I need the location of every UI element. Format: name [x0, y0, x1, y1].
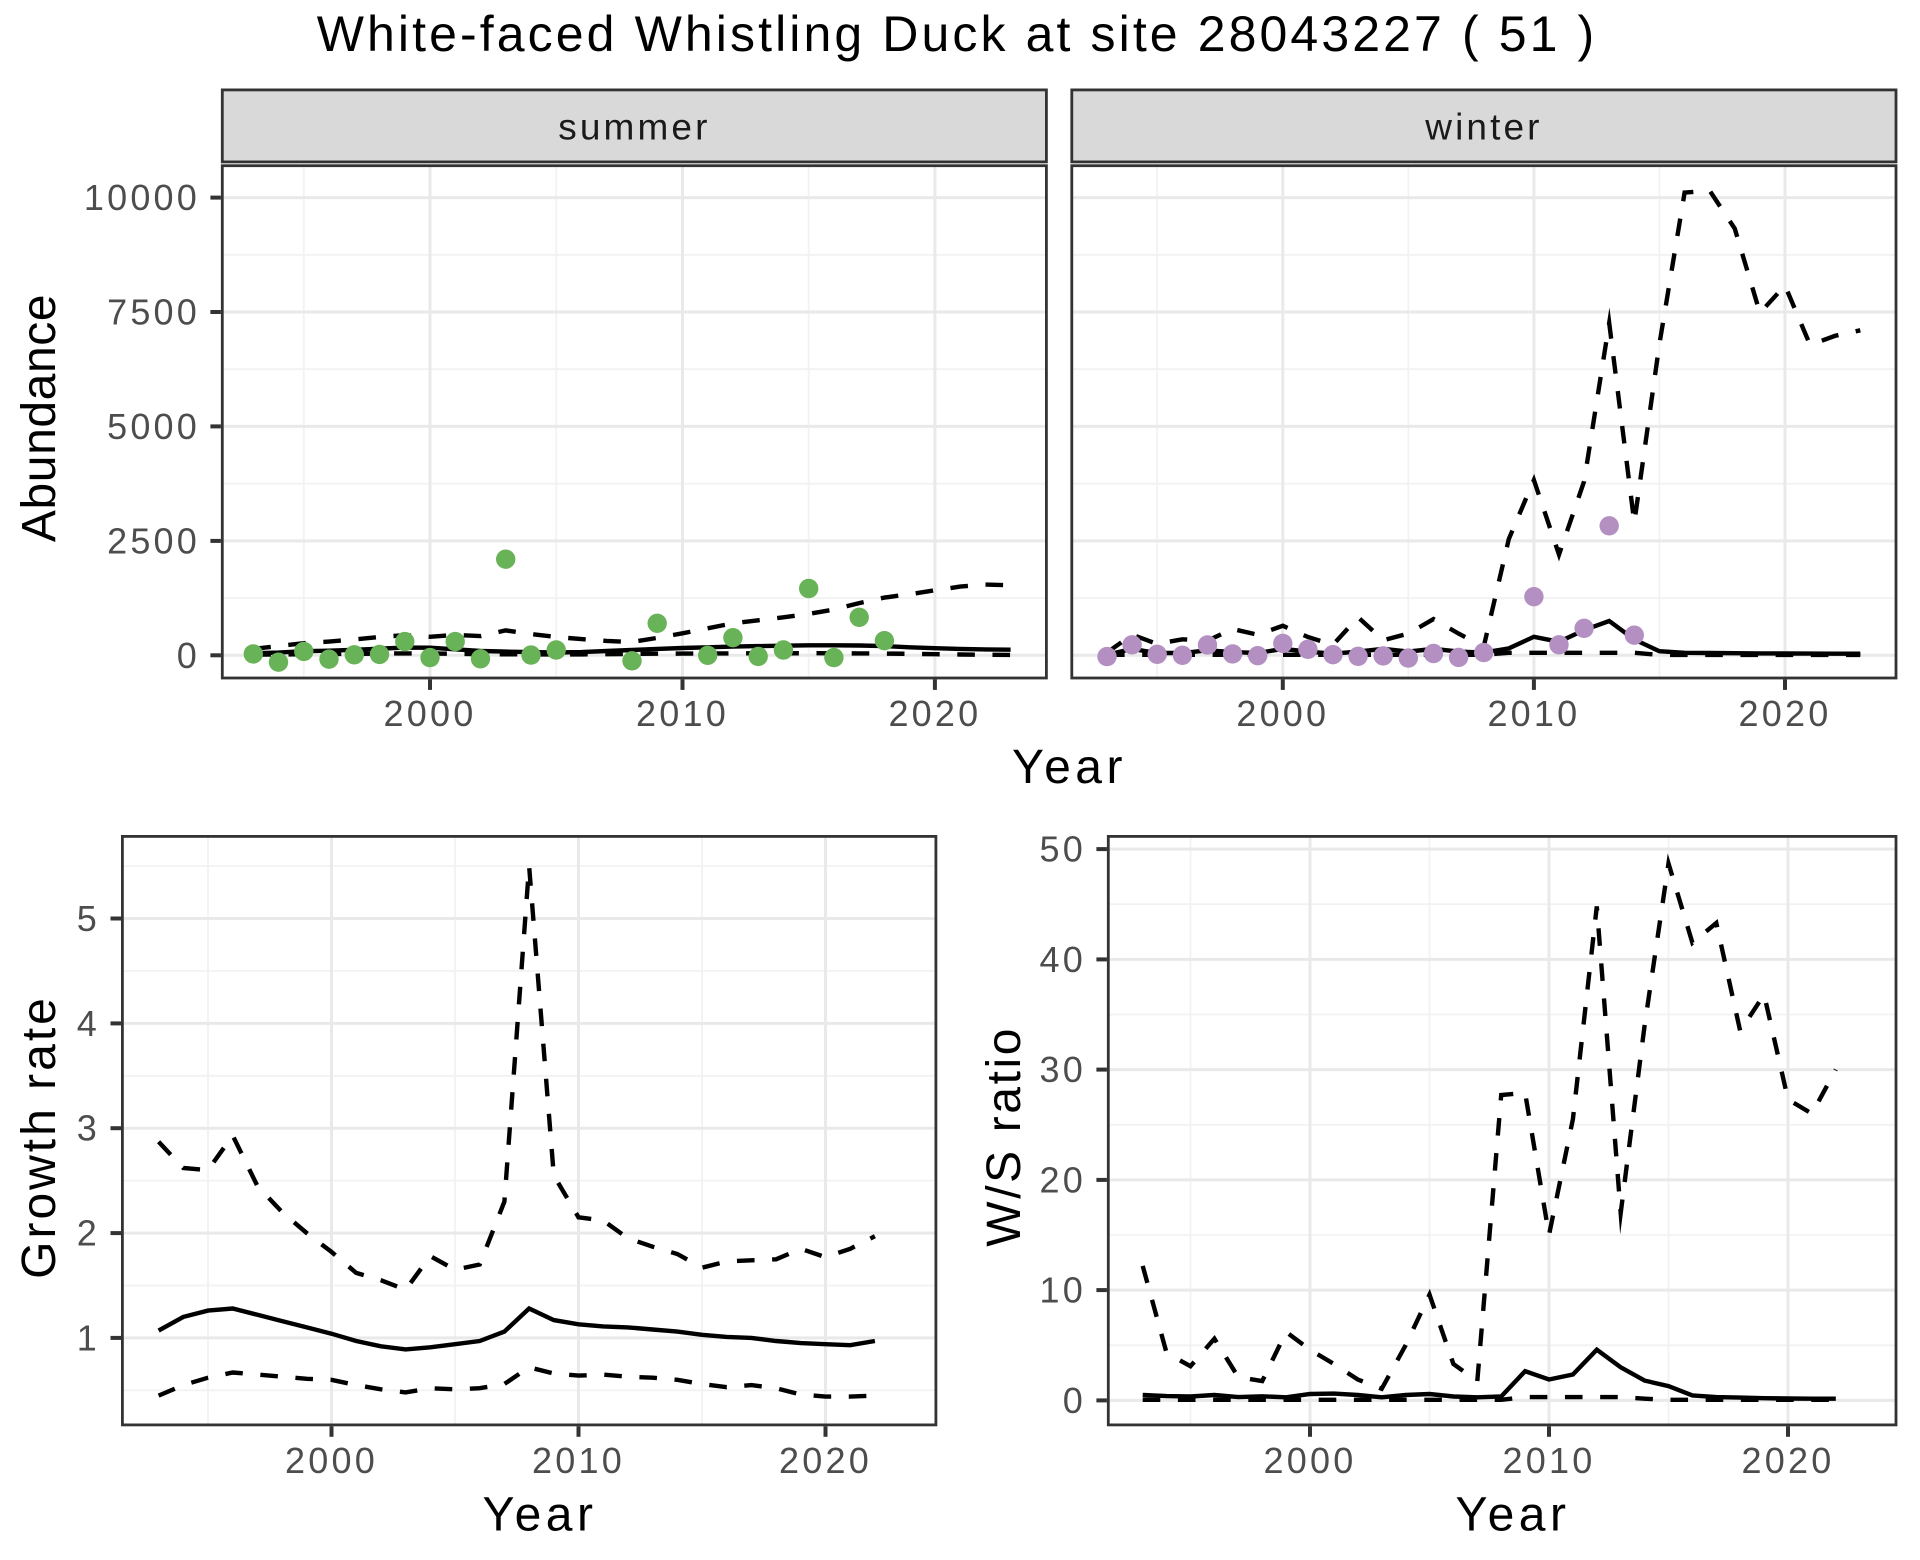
svg-text:30: 30	[1040, 1049, 1086, 1090]
svg-text:2010: 2010	[1503, 1440, 1596, 1481]
svg-text:7500: 7500	[107, 292, 200, 333]
svg-text:0: 0	[1063, 1380, 1086, 1421]
svg-text:1: 1	[77, 1317, 100, 1358]
svg-text:4: 4	[77, 1003, 100, 1044]
svg-text:Abundance: Abundance	[13, 294, 66, 542]
svg-text:50: 50	[1040, 829, 1086, 870]
svg-text:2010: 2010	[532, 1440, 625, 1481]
svg-text:10000: 10000	[84, 177, 200, 218]
svg-text:White-faced Whistling Duck at: White-faced Whistling Duck at site 28043…	[317, 6, 1598, 62]
svg-text:5000: 5000	[107, 406, 200, 447]
svg-text:Year: Year	[1012, 741, 1127, 794]
svg-text:winter: winter	[1424, 107, 1542, 148]
svg-text:2020: 2020	[1739, 693, 1832, 734]
svg-text:2010: 2010	[1487, 693, 1580, 734]
svg-text:2000: 2000	[285, 1440, 378, 1481]
svg-text:2020: 2020	[1742, 1440, 1835, 1481]
svg-text:2000: 2000	[384, 693, 477, 734]
svg-text:2020: 2020	[888, 693, 981, 734]
svg-text:2010: 2010	[636, 693, 729, 734]
svg-text:2500: 2500	[107, 520, 200, 561]
svg-text:2000: 2000	[1264, 1440, 1357, 1481]
svg-text:0: 0	[177, 635, 200, 676]
svg-text:W/S ratio: W/S ratio	[978, 1026, 1031, 1247]
svg-text:2020: 2020	[779, 1440, 872, 1481]
svg-text:Year: Year	[1456, 1489, 1571, 1542]
svg-text:10: 10	[1040, 1270, 1086, 1311]
svg-text:5: 5	[77, 898, 100, 939]
svg-text:2: 2	[77, 1213, 100, 1254]
svg-text:3: 3	[77, 1108, 100, 1149]
svg-text:Year: Year	[483, 1489, 598, 1542]
svg-text:Growth rate: Growth rate	[13, 995, 66, 1279]
svg-text:40: 40	[1040, 939, 1086, 980]
svg-text:summer: summer	[558, 107, 710, 148]
svg-text:20: 20	[1040, 1159, 1086, 1200]
svg-text:2000: 2000	[1236, 693, 1329, 734]
